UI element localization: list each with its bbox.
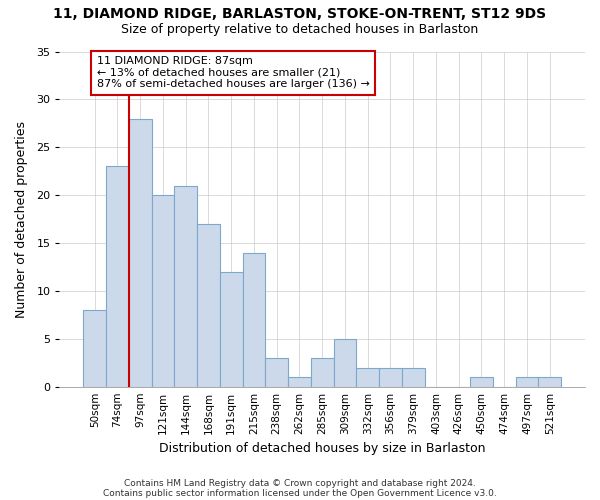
Bar bbox=[197, 224, 220, 386]
Bar bbox=[175, 186, 197, 386]
Bar bbox=[379, 368, 402, 386]
Y-axis label: Number of detached properties: Number of detached properties bbox=[15, 120, 28, 318]
Text: Contains public sector information licensed under the Open Government Licence v3: Contains public sector information licen… bbox=[103, 488, 497, 498]
Text: Size of property relative to detached houses in Barlaston: Size of property relative to detached ho… bbox=[121, 22, 479, 36]
Bar bbox=[356, 368, 379, 386]
Bar bbox=[242, 252, 265, 386]
Bar bbox=[220, 272, 242, 386]
Bar bbox=[83, 310, 106, 386]
Bar bbox=[288, 377, 311, 386]
Bar bbox=[311, 358, 334, 386]
Bar bbox=[106, 166, 129, 386]
Text: 11 DIAMOND RIDGE: 87sqm
← 13% of detached houses are smaller (21)
87% of semi-de: 11 DIAMOND RIDGE: 87sqm ← 13% of detache… bbox=[97, 56, 370, 90]
Bar bbox=[334, 339, 356, 386]
Bar bbox=[538, 377, 561, 386]
Bar bbox=[265, 358, 288, 386]
Bar bbox=[515, 377, 538, 386]
Bar bbox=[152, 195, 175, 386]
Bar bbox=[470, 377, 493, 386]
X-axis label: Distribution of detached houses by size in Barlaston: Distribution of detached houses by size … bbox=[159, 442, 485, 455]
Bar bbox=[129, 118, 152, 386]
Text: Contains HM Land Registry data © Crown copyright and database right 2024.: Contains HM Land Registry data © Crown c… bbox=[124, 478, 476, 488]
Bar bbox=[402, 368, 425, 386]
Text: 11, DIAMOND RIDGE, BARLASTON, STOKE-ON-TRENT, ST12 9DS: 11, DIAMOND RIDGE, BARLASTON, STOKE-ON-T… bbox=[53, 8, 547, 22]
